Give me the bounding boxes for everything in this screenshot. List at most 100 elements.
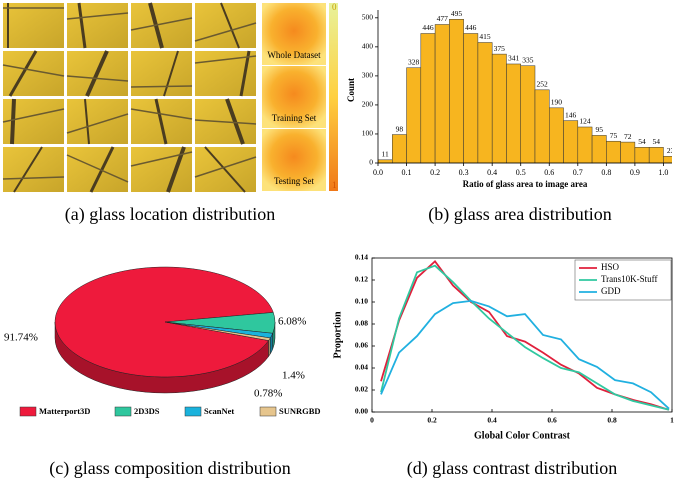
bar (578, 127, 592, 163)
bar (521, 66, 535, 163)
value-label: 6.08% (278, 316, 306, 328)
x-tick-label: 0.4 (487, 416, 497, 425)
heatmap-label: Whole Dataset (267, 50, 321, 60)
value-label: 375 (494, 44, 506, 53)
value-label: 98 (396, 124, 404, 133)
colorbar-tick: 0 (332, 2, 337, 12)
bar (492, 54, 506, 163)
bar (449, 19, 463, 163)
value-label: 190 (551, 98, 563, 107)
x-tick-label: 0.2 (430, 168, 440, 177)
bar (435, 24, 449, 163)
bar (506, 64, 520, 163)
photo (67, 99, 128, 144)
value-label: 0.78% (254, 388, 282, 400)
image-grid (3, 3, 256, 192)
bar (592, 135, 606, 163)
photo-frame (131, 86, 192, 87)
value-label: 95 (595, 125, 603, 134)
value-label: 54 (653, 137, 661, 146)
x-tick-label: 0.9 (630, 168, 640, 177)
value-label: 11 (382, 150, 389, 159)
x-tick-label: 0.4 (487, 168, 497, 177)
legend-label: SUNRGBD (279, 406, 321, 416)
value-label: 415 (479, 32, 491, 41)
x-tick-label: 0.0 (373, 168, 383, 177)
value-label: 54 (638, 137, 646, 146)
x-tick-label: 1 (670, 416, 674, 425)
y-tick-label: 0.10 (355, 297, 368, 306)
value-label: 446 (465, 23, 477, 32)
value-label: 335 (522, 55, 534, 64)
bar (421, 33, 435, 163)
y-tick-label: 0.14 (355, 253, 368, 262)
x-tick-label: 0 (370, 416, 374, 425)
bar (649, 147, 663, 163)
x-tick-label: 0.6 (547, 416, 557, 425)
y-axis-label: Proportion (332, 311, 343, 358)
y-tick-label: 400 (362, 42, 374, 51)
legend-label: Trans10K-Stuff (601, 274, 658, 284)
caption: (d) glass contrast distribution (407, 458, 617, 479)
legend-swatch (20, 407, 36, 416)
legend-label: GDD (601, 286, 621, 296)
y-tick-label: 0.12 (355, 275, 368, 284)
x-tick-label: 1.0 (658, 168, 668, 177)
x-tick-label: 0.2 (427, 416, 437, 425)
x-tick-label: 0.7 (573, 168, 583, 177)
value-label: 72 (624, 132, 632, 141)
figure: Whole Dataset Training Set Testing Set 0 1… (0, 0, 675, 488)
y-tick-label: 100 (362, 129, 374, 138)
bar (478, 42, 492, 163)
y-tick-label: 200 (362, 100, 374, 109)
y-tick-label: 0.02 (355, 385, 368, 394)
y-tick-label: 0.06 (355, 341, 368, 350)
value-label: 477 (437, 14, 449, 23)
caption: (c) glass composition distribution (49, 458, 290, 479)
x-tick-label: 0.8 (607, 416, 617, 425)
value-label: 341 (508, 54, 520, 63)
bar (564, 121, 578, 163)
photo (67, 3, 128, 48)
bar (535, 90, 549, 163)
x-tick-label: 0.3 (459, 168, 469, 177)
bar (407, 68, 421, 163)
value-label: 328 (408, 57, 420, 66)
legend-label: 2D3DS (134, 406, 160, 416)
x-axis-label: Ratio of glass area to image area (463, 179, 588, 189)
colorbar-tick: 1 (332, 180, 337, 190)
bar (549, 108, 563, 163)
legend-label: Matterport3D (39, 406, 90, 416)
heatmaps: Whole Dataset Training Set Testing Set (262, 3, 326, 191)
x-tick-label: 0.5 (516, 168, 526, 177)
bar (464, 33, 478, 163)
legend-swatch (115, 407, 131, 416)
value-label: 75 (610, 131, 618, 140)
bar (606, 141, 620, 163)
photo (67, 147, 128, 192)
photo-frame (12, 99, 14, 144)
value-label: 446 (422, 23, 434, 32)
y-tick-label: 0.08 (355, 319, 368, 328)
caption: (a) glass location distribution (65, 204, 275, 225)
y-tick-label: 300 (362, 71, 374, 80)
y-tick-label: 500 (362, 13, 374, 22)
x-tick-label: 0.1 (402, 168, 412, 177)
value-label: 495 (451, 9, 463, 18)
heatmap-label: Testing Set (274, 176, 315, 186)
value-label: 91.74% (4, 332, 38, 344)
photo (131, 51, 192, 96)
bar (378, 160, 392, 163)
y-tick-label: 0.00 (355, 407, 368, 416)
legend-swatch (185, 407, 201, 416)
legend-swatch (260, 407, 276, 416)
y-tick-label: 0 (369, 158, 373, 167)
photo (3, 3, 64, 48)
legend-label: ScanNet (204, 406, 234, 416)
pie-side (269, 338, 271, 357)
heatmap-label: Training Set (272, 113, 317, 123)
value-label: 252 (537, 80, 549, 89)
bar (635, 147, 649, 163)
x-tick-label: 0.8 (601, 168, 611, 177)
